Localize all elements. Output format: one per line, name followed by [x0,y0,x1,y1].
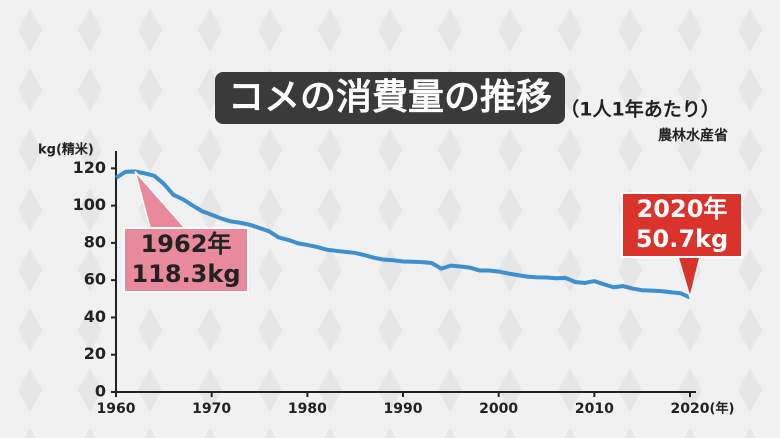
x-tick-label: 1980 [288,401,327,417]
x-tick-label: 1960 [97,401,136,417]
y-tick-label: 120 [73,158,106,177]
y-tick-label: 20 [84,344,106,363]
x-tick-label: 2010 [575,401,614,417]
title-box [215,72,565,124]
x-tick-label: 1970 [192,401,231,417]
x-tick-label: 1990 [384,401,423,417]
y-tick-label: 60 [84,270,106,289]
source: 農林水産省 [658,127,728,144]
data-line [114,169,691,300]
callout-box [621,192,743,258]
callout-text: 118.3kg [131,260,240,288]
y-tick-label: 0 [95,382,106,401]
x-tick-label: 2000 [479,401,518,417]
chart-title: コメの消費量の推移 [228,77,552,118]
subtitle: （1人1年あたり） [560,98,719,121]
callout-text: 2020年 [637,195,728,223]
x-tick-label: 2020 [671,401,710,417]
callout-text: 1962年 [141,230,232,258]
callout-box [123,227,249,293]
y-tick-label: 100 [73,195,106,214]
y-tick-label: 80 [84,232,106,251]
y-tick-label: 40 [84,307,106,326]
callout-text: 50.7kg [636,225,728,253]
y-axis-label: kg(精米) [38,142,94,158]
x-axis-label: (年) [710,401,735,417]
